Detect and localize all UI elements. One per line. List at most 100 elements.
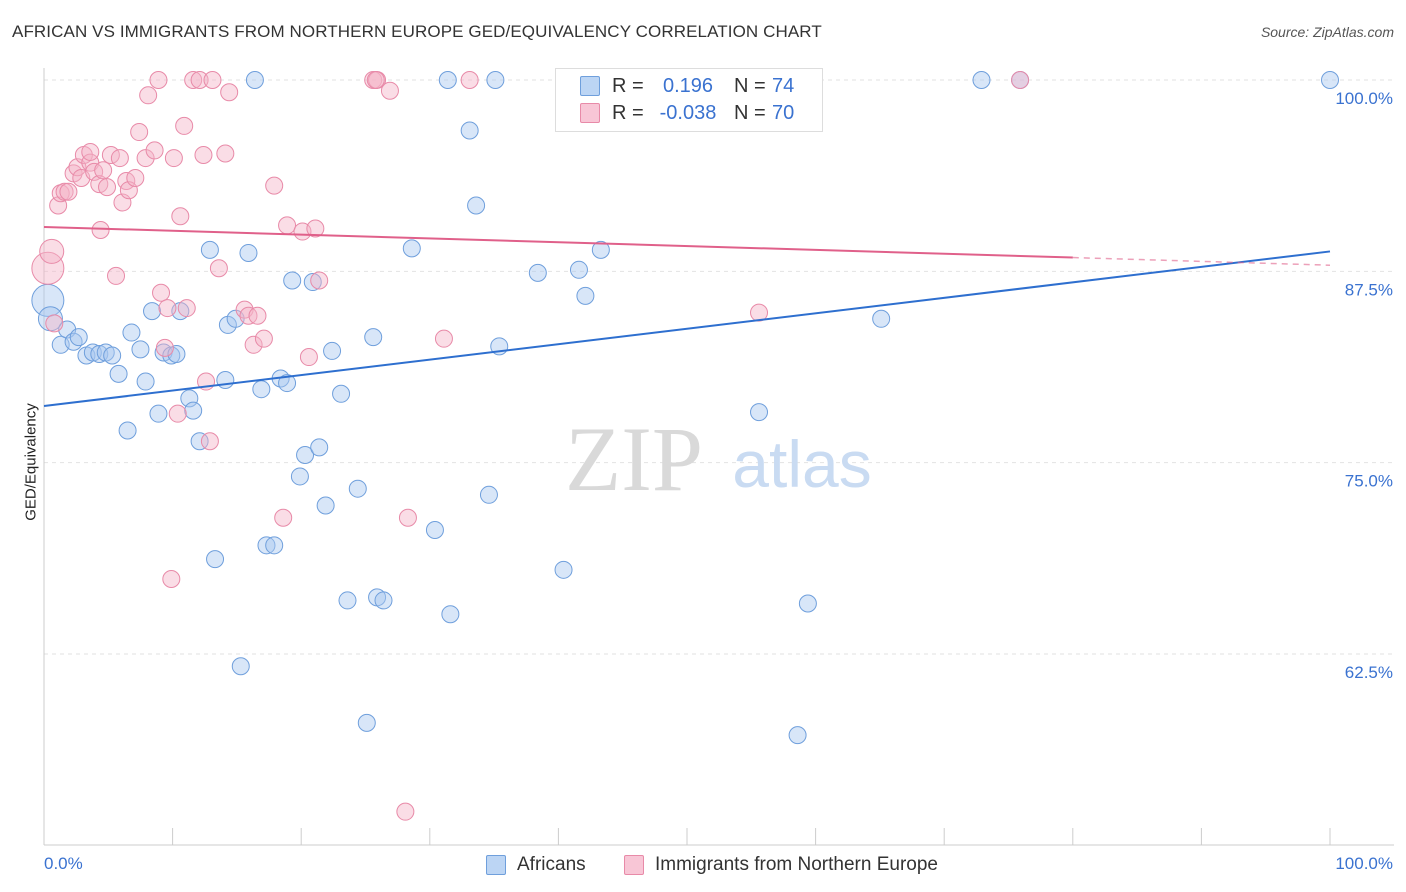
- data-point: [569, 260, 588, 279]
- data-point: [139, 86, 158, 105]
- data-point: [206, 550, 225, 569]
- data-point: [220, 83, 239, 102]
- data-point: [190, 71, 209, 89]
- data-point: [152, 283, 171, 302]
- y-tick-label: 100.0%: [1335, 89, 1393, 108]
- y-tick-label: 62.5%: [1345, 663, 1393, 682]
- x-tick-label: 0.0%: [44, 854, 83, 873]
- data-point: [750, 303, 769, 322]
- data-point: [200, 432, 219, 451]
- data-point: [118, 421, 137, 440]
- data-point: [31, 251, 65, 285]
- data-point: [203, 71, 222, 89]
- legend-label-africans: Africans: [517, 854, 586, 875]
- data-point: [59, 182, 78, 201]
- data-point: [231, 657, 250, 676]
- data-point: [788, 726, 807, 745]
- data-point: [155, 338, 174, 357]
- data-point: [283, 271, 302, 290]
- data-point: [460, 121, 479, 140]
- data-point: [366, 71, 385, 89]
- data-point: [130, 123, 149, 142]
- watermark-atlas: atlas: [732, 427, 871, 501]
- data-point: [467, 196, 486, 215]
- data-point: [162, 569, 181, 588]
- legend-r-label: R =: [612, 75, 644, 97]
- data-point: [239, 306, 258, 325]
- legend-r-label: R =: [612, 102, 644, 124]
- data-point: [798, 594, 817, 613]
- legend-label-northern-europe: Immigrants from Northern Europe: [655, 854, 938, 875]
- data-point: [209, 259, 228, 278]
- data-point: [1011, 71, 1030, 89]
- data-point: [357, 713, 376, 732]
- data-point: [441, 605, 460, 624]
- data-point: [306, 219, 325, 238]
- legend-r-value-africans: 0.196: [662, 75, 714, 97]
- legend-r-value-northern-europe: -0.038: [659, 102, 717, 124]
- data-point: [131, 340, 150, 359]
- data-point: [348, 479, 367, 498]
- data-point: [380, 81, 399, 100]
- legend-swatch-northern-europe: [624, 855, 644, 875]
- legend-swatch-africans: [580, 76, 600, 96]
- data-point: [98, 178, 117, 197]
- data-point: [184, 401, 203, 420]
- data-point: [364, 328, 383, 347]
- data-point: [338, 591, 357, 610]
- data-point: [254, 329, 273, 348]
- trend-line: [43, 225, 1073, 259]
- legend-n-value-africans: 74: [772, 75, 795, 97]
- data-point: [248, 306, 267, 325]
- tick-labels: 100.0% 87.5% 75.0% 62.5% 0.0% 100.0%: [44, 89, 1393, 873]
- data-point: [252, 380, 271, 399]
- data-point: [265, 176, 284, 195]
- data-point: [175, 116, 194, 135]
- data-point: [177, 299, 196, 318]
- series-africans-points: [31, 71, 1339, 745]
- data-point: [274, 508, 293, 527]
- trend-line-extension: [1072, 256, 1331, 266]
- data-point: [750, 403, 769, 422]
- data-point: [479, 485, 498, 504]
- data-point: [107, 266, 126, 285]
- data-point: [332, 384, 351, 403]
- data-point: [136, 149, 155, 168]
- x-tick-label: 100.0%: [1335, 854, 1393, 873]
- legend-n-label: N =: [734, 102, 766, 124]
- data-point: [149, 71, 168, 89]
- data-point: [94, 161, 113, 180]
- data-point: [398, 508, 417, 527]
- watermark: ZIP atlas: [565, 408, 872, 510]
- correlation-legend: R = 0.196 N = 74 R = -0.038 N = 70: [555, 68, 823, 132]
- data-point: [164, 149, 183, 168]
- chart-source: Source: ZipAtlas.com: [1260, 24, 1394, 40]
- data-point: [90, 344, 109, 363]
- data-point: [245, 71, 264, 89]
- gridlines: [44, 79, 1394, 655]
- data-point: [190, 432, 209, 451]
- y-tick-label: 87.5%: [1345, 280, 1393, 299]
- y-tick-label: 75.0%: [1345, 472, 1393, 491]
- data-point: [1321, 71, 1339, 89]
- data-point: [303, 273, 322, 292]
- data-point: [972, 71, 991, 89]
- data-point: [136, 372, 155, 391]
- data-point: [158, 299, 177, 318]
- data-point: [460, 71, 479, 89]
- data-point: [591, 240, 610, 259]
- data-point: [434, 329, 453, 348]
- data-point: [244, 335, 263, 354]
- data-point: [278, 216, 297, 235]
- data-point: [167, 344, 186, 363]
- data-point: [425, 521, 444, 540]
- data-point: [39, 238, 65, 264]
- data-point: [265, 536, 284, 555]
- data-point: [184, 71, 203, 89]
- data-point: [55, 182, 74, 201]
- data-point: [83, 343, 102, 362]
- data-point: [216, 144, 235, 163]
- data-point: [110, 149, 129, 168]
- data-point: [316, 496, 335, 515]
